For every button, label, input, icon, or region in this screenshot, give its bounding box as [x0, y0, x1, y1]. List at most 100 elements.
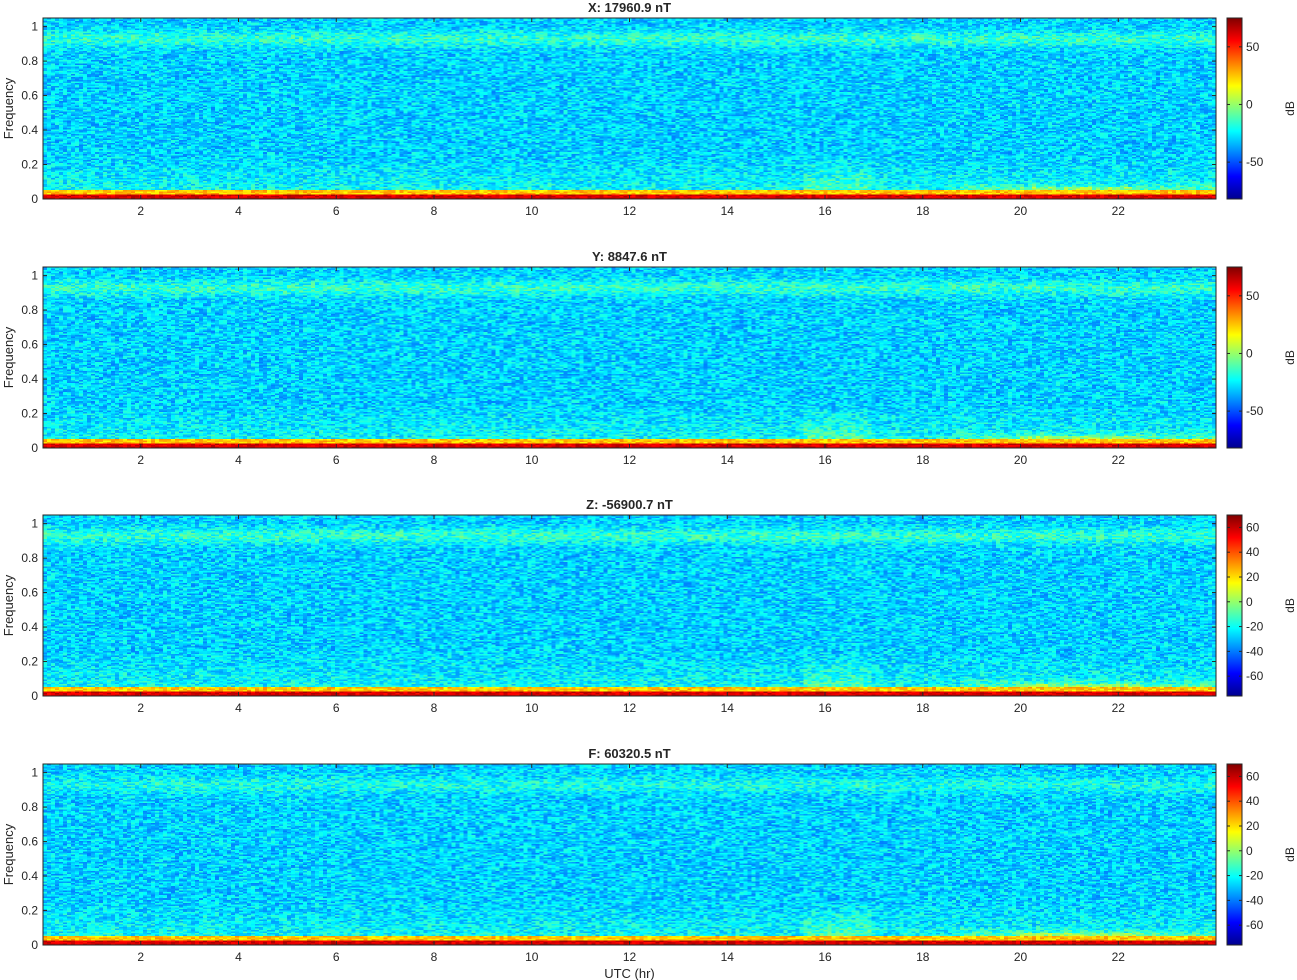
spectrogram-panel-1: X: 17960.9 nT2 4 6 8 10 12 14 16 18 20 2200.20.40.…: [1, 0, 1297, 218]
colorbar-tick-label: 0: [1246, 346, 1253, 360]
y-axis-label: Frequency: [1, 823, 16, 885]
x-tick-label: 16: [818, 204, 832, 218]
y-tick-label: 0.8: [21, 800, 38, 814]
y-tick-label: 0.8: [21, 54, 38, 68]
x-tick-label: 16: [818, 453, 832, 467]
colorbar-tick-label: -60: [1246, 669, 1264, 683]
spectrogram-heatmap: [43, 267, 1216, 448]
y-tick-label: 0.4: [21, 620, 38, 634]
y-tick-label: 0.4: [21, 372, 38, 386]
x-tick-label: 20: [1014, 701, 1028, 715]
colorbar-tick-label: 0: [1246, 97, 1253, 111]
x-tick-label: 6: [333, 701, 340, 715]
x-tick-label: 14: [721, 204, 735, 218]
colorbar-tick-label: -20: [1246, 869, 1264, 883]
spectrogram-panel-4: F: 60320.5 nT2 4 6 8 10 12 14 16 18 20 2200.20.40.…: [1, 746, 1297, 980]
panel-title: X: 17960.9 nT: [588, 0, 671, 15]
x-tick-label: 12: [623, 701, 637, 715]
x-tick-label: 22: [1112, 701, 1126, 715]
y-axis-label: Frequency: [1, 574, 16, 636]
spectrogram-heatmap: [43, 764, 1216, 945]
x-tick-label: 2: [137, 701, 144, 715]
x-tick-label: 8: [431, 701, 438, 715]
colorbar-tick-label: 0: [1246, 844, 1253, 858]
x-tick-label: 14: [721, 453, 735, 467]
x-tick-label: 8: [431, 453, 438, 467]
colorbar-gradient: [1227, 764, 1242, 945]
spectrogram-heatmap: [43, 18, 1216, 199]
y-tick-label: 0.2: [21, 158, 38, 172]
x-tick-label: 20: [1014, 950, 1028, 964]
colorbar-gradient: [1227, 18, 1242, 199]
colorbar-tick-label: 50: [1246, 289, 1260, 303]
x-tick-label: 8: [431, 950, 438, 964]
x-tick-label: 4: [235, 701, 242, 715]
x-tick-label: 10: [525, 453, 539, 467]
x-tick-label: 16: [818, 950, 832, 964]
x-tick-label: 18: [916, 204, 930, 218]
y-tick-label: 0.6: [21, 338, 38, 352]
colorbar-frame: [1226, 266, 1243, 449]
y-tick-label: 0.4: [21, 123, 38, 137]
colorbar-label: dB: [1283, 847, 1297, 862]
x-tick-label: 12: [623, 950, 637, 964]
x-tick-label: 6: [333, 453, 340, 467]
x-tick-label: 14: [721, 701, 735, 715]
y-axis-label: Frequency: [1, 77, 16, 139]
y-tick-label: 1: [31, 20, 38, 34]
y-tick-label: 0.2: [21, 904, 38, 918]
spectrogram-panel-2: Y: 8847.6 nT2 4 6 8 10 12 14 16 18 20 2200.20.40.6…: [1, 249, 1297, 467]
colorbar-frame: [1226, 514, 1243, 697]
colorbar-tick-label: 20: [1246, 570, 1260, 584]
panel-title: F: 60320.5 nT: [588, 746, 670, 761]
y-tick-label: 0.8: [21, 551, 38, 565]
colorbar-tick-label: 60: [1246, 769, 1260, 783]
x-tick-label: 4: [235, 453, 242, 467]
y-tick-label: 0.2: [21, 655, 38, 669]
colorbar: -50 0 50 dB: [1226, 17, 1297, 200]
y-axis-label: Frequency: [1, 326, 16, 388]
colorbar-tick-label: -50: [1246, 155, 1264, 169]
colorbar-tick-label: -60: [1246, 918, 1264, 932]
x-tick-label: 18: [916, 453, 930, 467]
spectrogram-heatmap: [43, 515, 1216, 696]
colorbar-frame: [1226, 763, 1243, 946]
colorbar-label: dB: [1283, 350, 1297, 365]
colorbar-label: dB: [1283, 598, 1297, 613]
x-tick-label: 4: [235, 204, 242, 218]
colorbar-tick-label: 50: [1246, 40, 1260, 54]
x-tick-label: 18: [916, 701, 930, 715]
colorbar-tick-label: -20: [1246, 620, 1264, 634]
colorbar-gradient: [1227, 515, 1242, 696]
y-tick-label: 0.4: [21, 869, 38, 883]
y-tick-label: 0.6: [21, 586, 38, 600]
y-tick-label: 1: [31, 766, 38, 780]
x-tick-label: 12: [623, 204, 637, 218]
x-axis-label: UTC (hr): [604, 966, 655, 980]
x-tick-label: 2: [137, 204, 144, 218]
x-tick-label: 12: [623, 453, 637, 467]
colorbar: -60 -40 -20 0 20 40 60 dB: [1226, 514, 1297, 697]
colorbar-gradient: [1227, 267, 1242, 448]
y-tick-label: 1: [31, 517, 38, 531]
colorbar-tick-label: 40: [1246, 545, 1260, 559]
colorbar-tick-label: -50: [1246, 404, 1264, 418]
y-tick-label: 0.6: [21, 835, 38, 849]
colorbar-tick-label: -40: [1246, 644, 1264, 658]
x-tick-label: 22: [1112, 204, 1126, 218]
x-tick-label: 18: [916, 950, 930, 964]
x-tick-label: 22: [1112, 950, 1126, 964]
x-tick-label: 2: [137, 950, 144, 964]
x-tick-label: 8: [431, 204, 438, 218]
x-tick-label: 16: [818, 701, 832, 715]
y-tick-label: 1: [31, 269, 38, 283]
colorbar-tick-label: 0: [1246, 595, 1253, 609]
x-tick-label: 4: [235, 950, 242, 964]
x-tick-label: 10: [525, 950, 539, 964]
panel-title: Y: 8847.6 nT: [592, 249, 667, 264]
colorbar-frame: [1226, 17, 1243, 200]
x-tick-label: 20: [1014, 204, 1028, 218]
colorbar-tick-label: 40: [1246, 794, 1260, 808]
colorbar-label: dB: [1283, 101, 1297, 116]
